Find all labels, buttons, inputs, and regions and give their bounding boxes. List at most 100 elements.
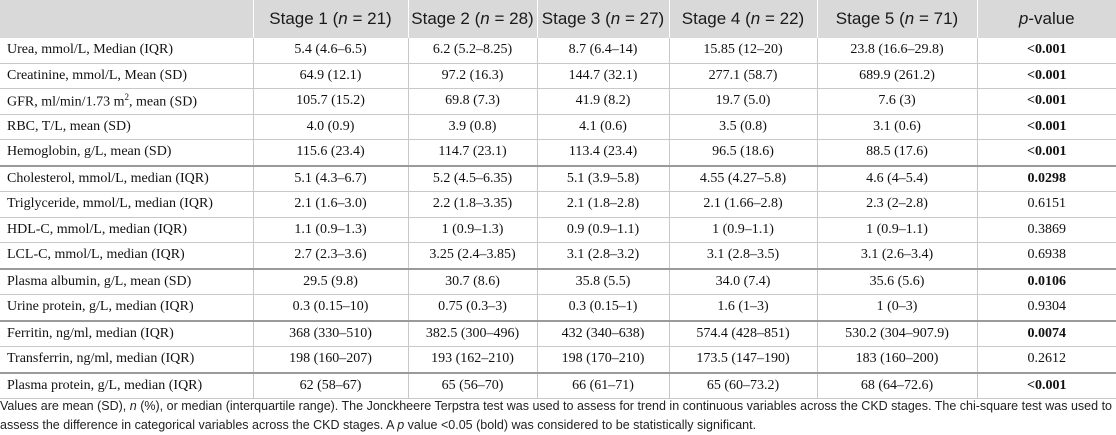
- table-row: Transferrin, ng/ml, median (IQR) 198 (160…: [0, 346, 1116, 374]
- table-row: Creatinine, mmol/L, Mean (SD) 64.9 (12.1)…: [0, 63, 1116, 89]
- cell-stage-1: 115.6 (23.4): [253, 139, 409, 167]
- cell-stage-2: 5.2 (4.5–6.35): [408, 165, 538, 192]
- table-row: Urea, mmol/L, Median (IQR) 5.4 (4.6–6.5) 6…: [0, 38, 1116, 64]
- cell-stage-4: 3.1 (2.8–3.5): [669, 242, 818, 270]
- table-body: Urea, mmol/L, Median (IQR) 5.4 (4.6–6.5) 6…: [0, 38, 1116, 399]
- header-text: Stage 2 (: [411, 9, 481, 28]
- cell-stage-2: 6.2 (5.2–8.25): [408, 38, 538, 64]
- cell-stage-1: 64.9 (12.1): [253, 63, 409, 89]
- row-label: Transferrin, ng/ml, median (IQR): [0, 346, 254, 374]
- header-p: p: [1018, 9, 1029, 28]
- header-text: = 21): [347, 9, 392, 28]
- cell-stage-5: 7.6 (3): [817, 88, 978, 115]
- table-row: Plasma albumin, g/L, mean (SD) 29.5 (9.8)…: [0, 268, 1116, 295]
- row-label-part: , mean (SD): [128, 94, 198, 110]
- cell-stage-1: 4.0 (0.9): [253, 114, 409, 140]
- cell-stage-5: 2.3 (2–2.8): [817, 191, 978, 218]
- row-label-superscript: 2: [124, 91, 129, 102]
- footnote-italic-n: n: [129, 399, 137, 413]
- row-label: Urine protein, g/L, median (IQR): [0, 294, 254, 322]
- header-n: n: [480, 9, 490, 28]
- header-n: n: [610, 9, 621, 28]
- cell-p-value: 0.3869: [977, 217, 1116, 243]
- cell-stage-3: 41.9 (8.2): [537, 88, 670, 115]
- header-text: -value: [1028, 9, 1075, 28]
- cell-stage-4: 3.5 (0.8): [669, 114, 818, 140]
- cell-p-value: <0.001: [977, 139, 1116, 167]
- cell-stage-5: 689.9 (261.2): [817, 63, 978, 89]
- cell-stage-2: 30.7 (8.6): [408, 268, 538, 295]
- cell-p-value: 0.0298: [977, 165, 1116, 192]
- cell-stage-1: 29.5 (9.8): [253, 268, 409, 295]
- cell-stage-5: 35.6 (5.6): [817, 268, 978, 295]
- cell-stage-4: 173.5 (147–190): [669, 346, 818, 374]
- header-stage-3: Stage 3 (n = 27): [537, 0, 670, 38]
- cell-stage-4: 96.5 (18.6): [669, 139, 818, 167]
- header-text: Stage 1 (: [269, 9, 339, 28]
- row-label: Ferritin, ng/ml, median (IQR): [0, 320, 254, 347]
- header-stage-5: Stage 5 (n = 71): [817, 0, 978, 38]
- cell-stage-1: 62 (58–67): [253, 372, 409, 399]
- cell-stage-5: 3.1 (2.6–3.4): [817, 242, 978, 270]
- cell-stage-1: 5.4 (4.6–6.5): [253, 38, 409, 64]
- cell-stage-3: 0.9 (0.9–1.1): [537, 217, 670, 243]
- table-row: GFR, ml/min/1.73 m2, mean (SD) 105.7 (15.…: [0, 88, 1116, 115]
- cell-stage-2: 0.75 (0.3–3): [408, 294, 538, 322]
- row-label: Triglyceride, mmol/L, median (IQR): [0, 191, 254, 218]
- cell-stage-3: 4.1 (0.6): [537, 114, 670, 140]
- row-label: Creatinine, mmol/L, Mean (SD): [0, 63, 254, 89]
- table-row: RBC, T/L, mean (SD) 4.0 (0.9) 3.9 (0.8) 4.1…: [0, 114, 1116, 140]
- cell-stage-1: 1.1 (0.9–1.3): [253, 217, 409, 243]
- table-row: Urine protein, g/L, median (IQR) 0.3 (0.1…: [0, 294, 1116, 322]
- footnote-part: Values are mean (SD),: [0, 399, 130, 413]
- cell-stage-3: 3.1 (2.8–3.2): [537, 242, 670, 270]
- row-label: RBC, T/L, mean (SD): [0, 114, 254, 140]
- table-row: Ferritin, ng/ml, median (IQR) 368 (330–51…: [0, 320, 1116, 347]
- row-label: Hemoglobin, g/L, mean (SD): [0, 139, 254, 167]
- cell-stage-4: 574.4 (428–851): [669, 320, 818, 347]
- cell-stage-3: 2.1 (1.8–2.8): [537, 191, 670, 218]
- cell-stage-2: 382.5 (300–496): [408, 320, 538, 347]
- cell-stage-1: 2.7 (2.3–3.6): [253, 242, 409, 270]
- cell-stage-4: 15.85 (12–20): [669, 38, 818, 64]
- cell-stage-3: 8.7 (6.4–14): [537, 38, 670, 64]
- row-label: HDL-C, mmol/L, median (IQR): [0, 217, 254, 243]
- header-n: n: [904, 9, 915, 28]
- cell-stage-2: 193 (162–210): [408, 346, 538, 374]
- cell-p-value: <0.001: [977, 88, 1116, 115]
- cell-stage-1: 5.1 (4.3–6.7): [253, 165, 409, 192]
- header-n: n: [338, 9, 348, 28]
- header-text: Stage 4 (: [681, 9, 751, 28]
- cell-p-value: <0.001: [977, 63, 1116, 89]
- header-stage-2: Stage 2 (n = 28): [408, 0, 538, 38]
- cell-stage-3: 113.4 (23.4): [537, 139, 670, 167]
- cell-p-value: 0.9304: [977, 294, 1116, 322]
- row-label-part: GFR, ml/min/1.73 m: [7, 94, 125, 110]
- footnote-part: value <0.05 (bold) was considered to be …: [404, 418, 757, 432]
- footnote-text: Values are mean (SD), n (%), or median (…: [0, 397, 1112, 435]
- header-stage-1: Stage 1 (n = 21): [253, 0, 409, 38]
- row-label: Plasma protein, g/L, median (IQR): [0, 372, 254, 399]
- row-label: Plasma albumin, g/L, mean (SD): [0, 268, 254, 295]
- table-row: HDL-C, mmol/L, median (IQR) 1.1 (0.9–1.3)…: [0, 217, 1116, 243]
- cell-stage-3: 66 (61–71): [537, 372, 670, 399]
- cell-stage-2: 3.25 (2.4–3.85): [408, 242, 538, 270]
- header-text: Stage 5 (: [835, 9, 905, 28]
- cell-stage-3: 432 (340–638): [537, 320, 670, 347]
- cell-stage-4: 1 (0.9–1.1): [669, 217, 818, 243]
- cell-stage-4: 2.1 (1.66–2.8): [669, 191, 818, 218]
- cell-stage-5: 1 (0–3): [817, 294, 978, 322]
- cell-stage-1: 2.1 (1.6–3.0): [253, 191, 409, 218]
- cell-p-value: <0.001: [977, 114, 1116, 140]
- cell-p-value: 0.2612: [977, 346, 1116, 374]
- row-label: GFR, ml/min/1.73 m2, mean (SD): [0, 88, 254, 115]
- cell-stage-5: 68 (64–72.6): [817, 372, 978, 399]
- cell-stage-2: 2.2 (1.8–3.35): [408, 191, 538, 218]
- cell-stage-4: 34.0 (7.4): [669, 268, 818, 295]
- cell-stage-1: 105.7 (15.2): [253, 88, 409, 115]
- cell-p-value: <0.001: [977, 372, 1116, 399]
- cell-stage-5: 1 (0.9–1.1): [817, 217, 978, 243]
- cell-stage-3: 0.3 (0.15–1): [537, 294, 670, 322]
- cell-stage-2: 69.8 (7.3): [408, 88, 538, 115]
- table-row: Plasma protein, g/L, median (IQR) 62 (58–…: [0, 372, 1116, 399]
